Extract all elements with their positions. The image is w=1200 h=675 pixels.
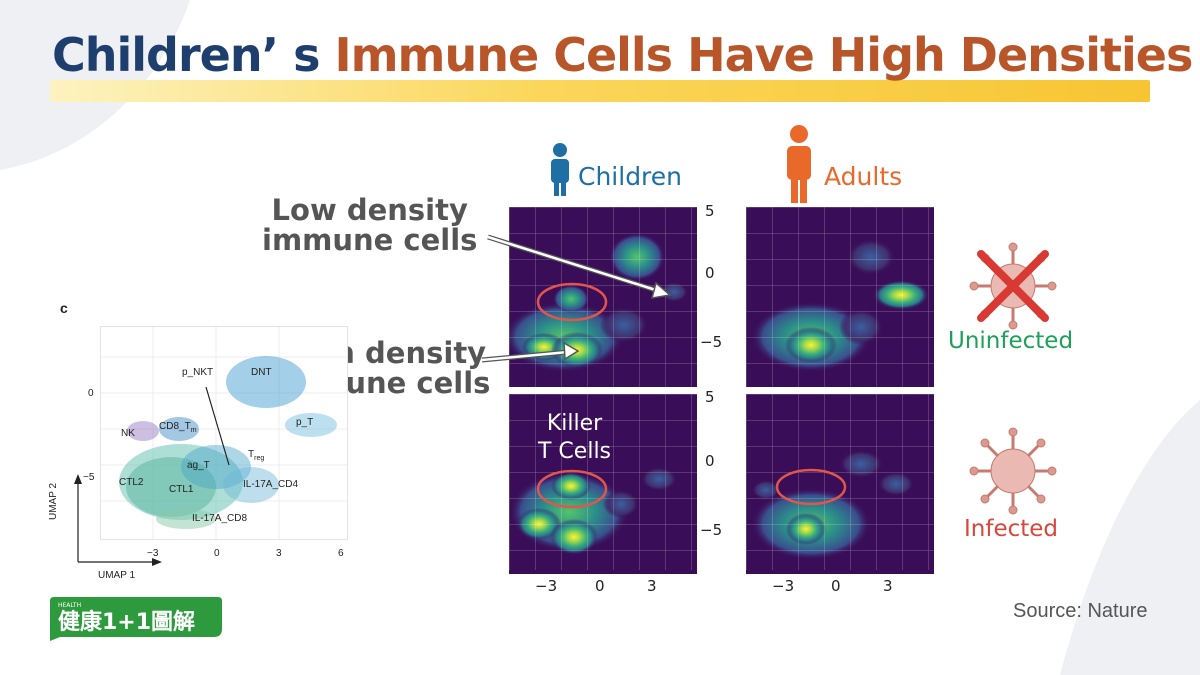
umap-label-ag-t: ag_T: [187, 460, 210, 471]
umap-panel-letter: c: [60, 300, 68, 316]
page-title: Children’ s Immune Cells Have High Densi…: [52, 28, 1194, 82]
highlight-ellipse: [775, 468, 847, 506]
title-part-main: Immune Cells Have High Densities: [334, 28, 1194, 82]
umap-label-p-t: p_T: [296, 417, 314, 428]
umap-x-tick-3: 3: [276, 548, 282, 559]
uninfected-label: Uninfected: [948, 328, 1074, 354]
x-tick-children-0: 0: [595, 577, 605, 595]
y-tick-top-0: 0: [705, 264, 715, 282]
infected-label: Infected: [964, 516, 1059, 542]
title-part-children: Children’ s: [52, 28, 320, 82]
y-tick-bottom-0: 0: [705, 452, 715, 470]
killer-t-cells-label: Killer T Cells: [538, 411, 612, 464]
umap-x-tick-6: 6: [338, 548, 344, 559]
low-density-callout: Low density immune cells: [262, 193, 478, 257]
umap-y-tick-0: 0: [88, 388, 94, 399]
y-tick-top-minus5: −5: [700, 333, 723, 351]
uninfected-virus-icon: [969, 242, 1057, 330]
child-person-icon: [551, 143, 569, 196]
umap-label-cd8-tm: CD8_Tm: [159, 421, 197, 434]
umap-label-nk: NK: [121, 428, 135, 439]
umap-label-il17a-cd4: IL-17A_CD4: [243, 479, 299, 490]
umap-label-dnt: DNT: [251, 367, 272, 378]
infected-virus-icon: [969, 427, 1057, 515]
svg-text:HEALTH: HEALTH: [58, 602, 81, 609]
umap-y-tick-minus5: −5: [83, 472, 95, 483]
umap-label-il17a-cd8: IL-17A_CD8: [192, 513, 248, 524]
y-tick-top-5: 5: [705, 202, 715, 220]
umap-plot: [100, 326, 348, 540]
children-label: Children: [578, 162, 683, 191]
umap-axis-arrows: [74, 474, 162, 566]
x-tick-children-3: 3: [647, 577, 657, 595]
umap-x-tick-minus3: −3: [147, 548, 159, 559]
density-panel-adults-uninfected: [746, 207, 934, 387]
x-tick-adults-3: 3: [883, 577, 893, 595]
density-panel-children-infected: [509, 394, 697, 574]
source-credit: Source: Nature: [1013, 600, 1148, 622]
umap-label-p-nkt: p_NKT: [182, 367, 214, 378]
umap-label-ctl2: CTL2: [119, 477, 144, 488]
svg-text:健康1+1圖解: 健康1+1圖解: [58, 609, 195, 635]
y-tick-bottom-minus5: −5: [700, 521, 723, 539]
density-panel-adults-infected: [746, 394, 934, 574]
umap-label-ctl1: CTL1: [169, 484, 194, 495]
health-logo: HEALTH 健康1+1圖解: [50, 597, 222, 641]
umap-y-label: UMAP 2: [48, 482, 59, 520]
y-tick-bottom-5: 5: [705, 388, 715, 406]
umap-x-tick-0: 0: [214, 548, 220, 559]
density-panel-children-uninfected: [509, 207, 697, 387]
highlight-ellipse: [536, 469, 608, 509]
adult-person-icon: [787, 125, 811, 203]
umap-x-label: UMAP 1: [98, 570, 136, 581]
umap-label-treg: Treg: [248, 449, 265, 462]
adults-label: Adults: [824, 162, 903, 191]
x-tick-adults-minus3: −3: [772, 577, 795, 595]
x-tick-adults-0: 0: [831, 577, 841, 595]
title-highlight-band: [50, 80, 1150, 102]
x-tick-children-minus3: −3: [535, 577, 558, 595]
